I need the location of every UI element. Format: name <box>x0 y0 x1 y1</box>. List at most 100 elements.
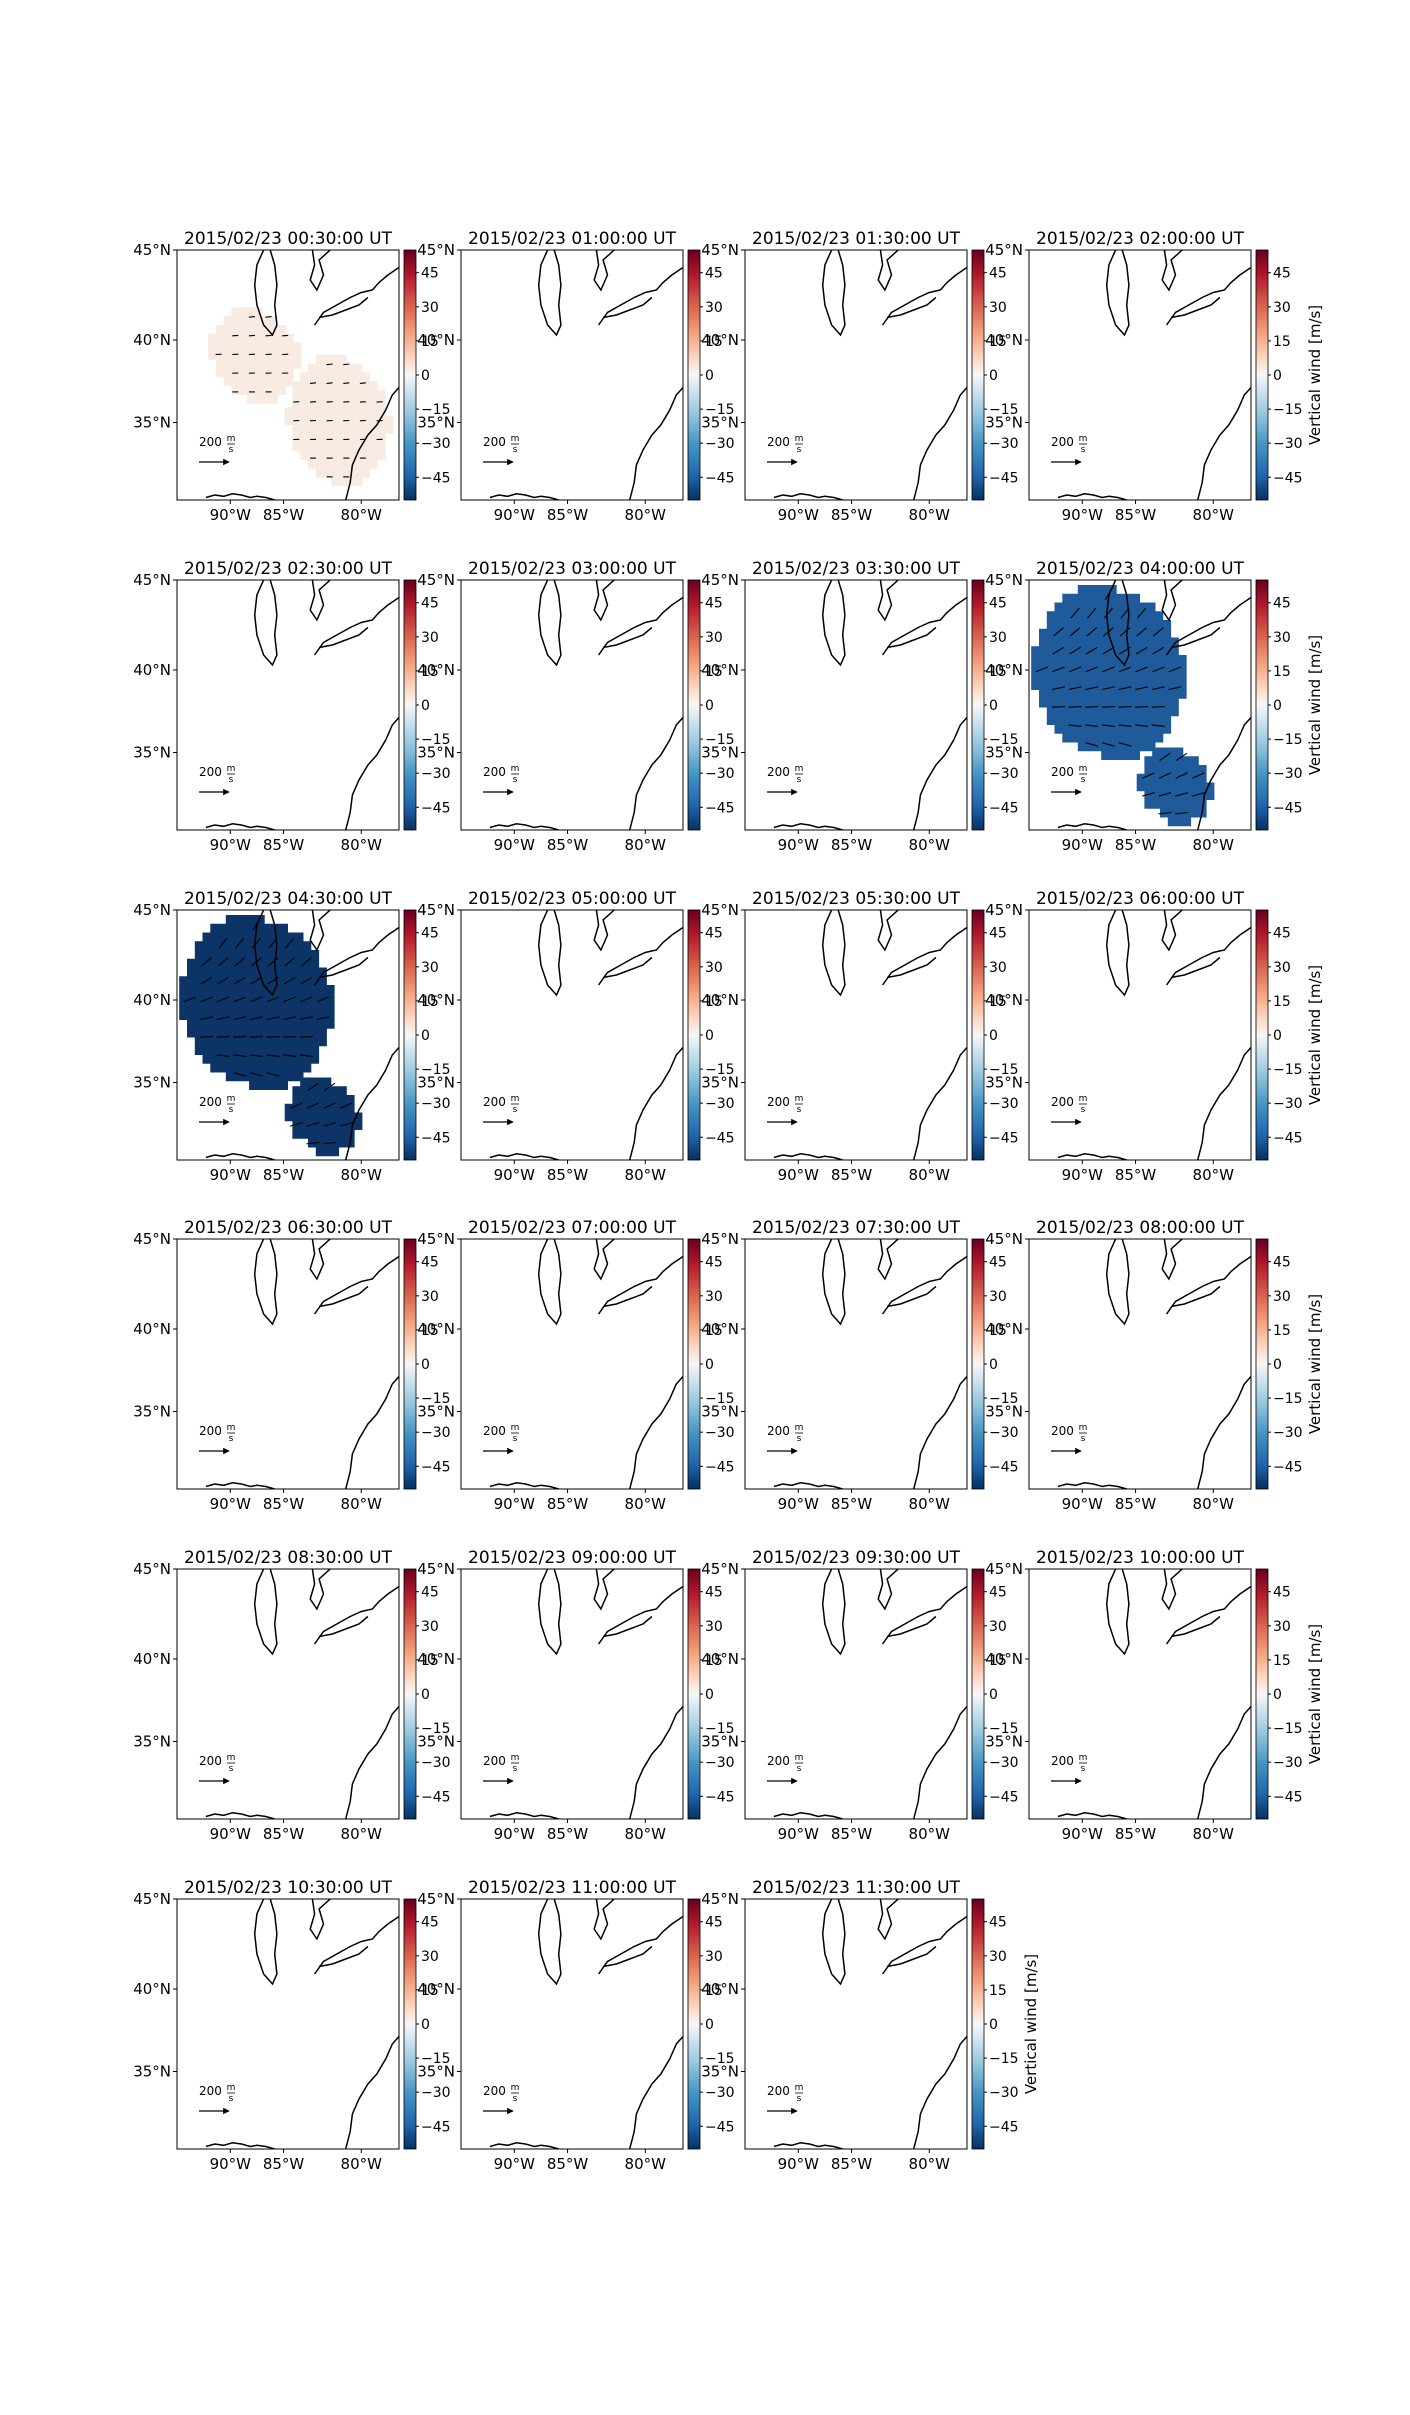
lat-tick-label: 35°N <box>417 744 455 762</box>
wind-vector <box>267 1037 280 1038</box>
wind-vector <box>300 1037 313 1038</box>
reference-unit-num: m <box>511 1094 520 1104</box>
reference-value: 200 <box>767 1424 790 1438</box>
lon-tick-label: 80°W <box>341 1825 383 1843</box>
colorbar-tick-label: 45 <box>1273 266 1291 282</box>
reference-value: 200 <box>1051 765 1074 779</box>
colorbar-tick-label: −45 <box>705 1459 735 1475</box>
lon-tick-label: 90°W <box>210 506 252 524</box>
colorbar-tick-label: −30 <box>421 1425 451 1441</box>
lat-tick-label: 40°N <box>985 1650 1023 1668</box>
lat-tick-label: 35°N <box>133 1733 171 1751</box>
lon-tick-label: 85°W <box>1115 836 1157 854</box>
colorbar-tick-label: 0 <box>989 1028 998 1044</box>
colorbar-tick-label: 30 <box>705 300 723 316</box>
colorbar-tick-label: 45 <box>1273 1255 1291 1271</box>
lon-tick-label: 85°W <box>831 836 873 854</box>
lon-tick-label: 80°W <box>625 1495 667 1513</box>
lat-tick-label: 45°N <box>701 1560 739 1578</box>
colorbar-tick-label: −15 <box>1273 402 1303 418</box>
wind-vector <box>1152 707 1165 708</box>
panel-title: 2015/02/23 09:30:00 UT <box>752 1548 961 1568</box>
panel-title: 2015/02/23 01:30:00 UT <box>752 229 961 249</box>
reference-value: 200 <box>1051 1754 1074 1768</box>
wind-vector <box>1102 707 1115 708</box>
colorbar-tick-label: −45 <box>705 1130 735 1146</box>
lon-tick-label: 80°W <box>1193 836 1235 854</box>
wind-vector <box>1135 707 1148 708</box>
colorbar-tick-label: −45 <box>1273 800 1303 816</box>
colorbar-tick-label: 0 <box>1273 1687 1282 1703</box>
colorbar-gradient <box>1256 1569 1268 1819</box>
panel-title: 2015/02/23 10:00:00 UT <box>1036 1548 1245 1568</box>
lat-tick-label: 45°N <box>133 241 171 259</box>
lon-tick-label: 90°W <box>494 1166 536 1184</box>
colorbar-tick-label: 45 <box>421 926 439 942</box>
reference-value: 200 <box>767 1754 790 1768</box>
lon-tick-label: 90°W <box>778 2155 820 2173</box>
lat-tick-label: 40°N <box>701 661 739 679</box>
lat-tick-label: 35°N <box>701 2063 739 2081</box>
wind-vector <box>283 1037 296 1038</box>
reference-value: 200 <box>483 435 506 449</box>
lat-tick-label: 45°N <box>417 1230 455 1248</box>
lat-tick-label: 40°N <box>701 1650 739 1668</box>
colorbar-tick-label: −15 <box>1273 1721 1303 1737</box>
lon-tick-label: 80°W <box>909 1495 951 1513</box>
lat-tick-label: 35°N <box>985 1074 1023 1092</box>
colorbar-gradient <box>404 250 416 500</box>
colorbar-gradient <box>972 910 984 1160</box>
lat-tick-label: 40°N <box>701 331 739 349</box>
wind-vector <box>250 1037 263 1038</box>
lon-tick-label: 80°W <box>1193 1825 1235 1843</box>
lat-tick-label: 35°N <box>133 1403 171 1421</box>
lat-tick-label: 40°N <box>701 1320 739 1338</box>
colorbar-tick-label: −30 <box>421 1755 451 1771</box>
panel-title: 2015/02/23 11:00:00 UT <box>468 1878 677 1898</box>
lat-tick-label: 45°N <box>701 1890 739 1908</box>
reference-unit-den: s <box>229 1764 234 1774</box>
colorbar-tick-label: −45 <box>989 1130 1019 1146</box>
lon-tick-label: 85°W <box>263 1166 305 1184</box>
reference-unit-den: s <box>513 445 518 455</box>
lat-tick-label: 35°N <box>417 414 455 432</box>
wind-vector <box>1085 707 1098 708</box>
lat-tick-label: 45°N <box>417 571 455 589</box>
panel-title: 2015/02/23 02:30:00 UT <box>184 559 393 579</box>
lon-tick-label: 85°W <box>547 506 589 524</box>
colorbar-tick-label: −30 <box>421 436 451 452</box>
colorbar-tick-label: 30 <box>705 1619 723 1635</box>
lon-tick-label: 80°W <box>1193 1495 1235 1513</box>
colorbar-tick-label: −45 <box>989 2119 1019 2135</box>
lon-tick-label: 80°W <box>341 2155 383 2173</box>
colorbar-gradient <box>972 250 984 500</box>
colorbar-tick-label: 15 <box>1273 994 1291 1010</box>
reference-unit-num: m <box>227 1423 236 1433</box>
colorbar-tick-label: −30 <box>989 436 1019 452</box>
reference-value: 200 <box>767 2084 790 2098</box>
lon-tick-label: 80°W <box>909 1166 951 1184</box>
reference-unit-num: m <box>1079 1094 1088 1104</box>
colorbar-tick-label: −45 <box>421 1130 451 1146</box>
colorbar-tick-label: −30 <box>989 1425 1019 1441</box>
reference-unit-num: m <box>1079 764 1088 774</box>
lat-tick-label: 40°N <box>417 1320 455 1338</box>
colorbar-tick-label: 0 <box>705 368 714 384</box>
lon-tick-label: 80°W <box>341 836 383 854</box>
colorbar-tick-label: 0 <box>989 1357 998 1373</box>
reference-value: 200 <box>767 765 790 779</box>
lon-tick-label: 85°W <box>547 1495 589 1513</box>
lat-tick-label: 45°N <box>417 901 455 919</box>
colorbar-tick-label: 45 <box>705 266 723 282</box>
lon-tick-label: 80°W <box>909 2155 951 2173</box>
wind-vector <box>249 317 255 318</box>
